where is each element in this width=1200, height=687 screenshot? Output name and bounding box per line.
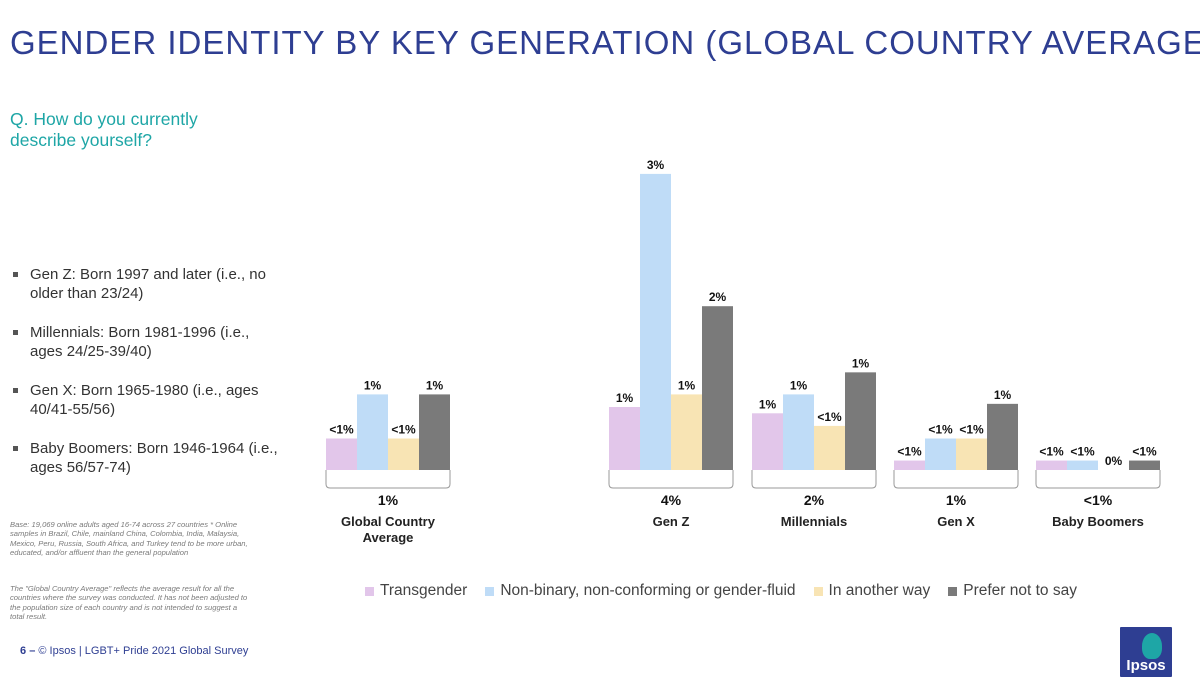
bar-baby-boomers-prefer-not-to-say: [1129, 460, 1160, 470]
category-label: Baby Boomers: [1052, 514, 1144, 529]
category-label: Millennials: [781, 514, 847, 529]
bar-value-label: 3%: [647, 158, 665, 172]
bar-value-label: 2%: [709, 290, 727, 304]
page-title: GENDER IDENTITY BY KEY GENERATION (GLOBA…: [10, 24, 1200, 61]
bar-value-label: <1%: [329, 423, 354, 437]
logo-shape-icon: [1142, 633, 1162, 659]
bar-gen-x-non-binary-non-conforming-or-gender-fluid: [925, 438, 956, 470]
bar-value-label: <1%: [391, 423, 416, 437]
legend-item-non-binary: Non-binary, non-conforming or gender-flu…: [485, 582, 796, 600]
bar-value-label: 1%: [790, 378, 808, 392]
generation-definition-gen-x: Gen X: Born 1965-1980 (i.e., ages 40/41-…: [12, 382, 282, 419]
bar-baby-boomers-transgender: [1036, 460, 1067, 470]
generation-definition-gen-z: Gen Z: Born 1997 and later (i.e., no old…: [12, 266, 282, 303]
bar-gen-x-transgender: [894, 460, 925, 470]
bar-value-label: 1%: [678, 378, 696, 392]
bar-gen-z-in-another-way: [671, 394, 702, 470]
category-label: Gen Z: [653, 514, 690, 529]
group-total-label: <1%: [1084, 492, 1113, 508]
bar-value-label: <1%: [928, 423, 953, 437]
generation-definition-text: Gen X: Born 1965-1980 (i.e., ages 40/41-…: [30, 382, 259, 418]
bar-value-label: 1%: [616, 391, 634, 405]
legend-swatch-prefer-not: [948, 586, 958, 596]
average-footnote: The "Global Country Average" reflects th…: [10, 584, 248, 621]
logo-text: Ipsos: [1126, 657, 1166, 674]
bar-global-country-average-in-another-way: [388, 438, 419, 470]
footer-text: © Ipsos | LGBT+ Pride 2021 Global Survey: [38, 645, 249, 657]
bar-millennials-transgender: [752, 413, 783, 470]
bullet-icon: [13, 330, 18, 335]
bar-gen-z-transgender: [609, 407, 640, 470]
footer-dash: –: [29, 645, 36, 657]
group-bracket: [608, 470, 734, 489]
legend-label-another-way: In another way: [828, 582, 931, 599]
generation-definition-text: Gen Z: Born 1997 and later (i.e., no old…: [30, 266, 266, 302]
generation-definition-millennials: Millennials: Born 1981-1996 (i.e., ages …: [12, 324, 282, 361]
bar-value-label: 1%: [994, 388, 1012, 402]
bar-gen-z-non-binary-non-conforming-or-gender-fluid: [640, 173, 671, 470]
bar-gen-z-prefer-not-to-say: [702, 306, 733, 470]
group-total-label: 4%: [661, 492, 682, 508]
base-footnote: Base: 19,069 online adults aged 16-74 ac…: [10, 520, 248, 557]
generation-definition-text: Baby Boomers: Born 1946-1964 (i.e., ages…: [30, 440, 278, 476]
ipsos-logo: Ipsos: [1120, 627, 1172, 677]
group-bracket: [1035, 470, 1161, 489]
bar-value-label: 1%: [364, 378, 382, 392]
bar-gen-x-prefer-not-to-say: [987, 403, 1018, 470]
legend-swatch-transgender: [365, 586, 374, 596]
bar-millennials-in-another-way: [814, 425, 845, 470]
bar-value-label: <1%: [1070, 445, 1095, 459]
bar-global-country-average-prefer-not-to-say: [419, 394, 450, 470]
category-label: Global Country: [341, 514, 436, 529]
footer: 6 – © Ipsos | LGBT+ Pride 2021 Global Su…: [20, 645, 248, 657]
legend-label-transgender: Transgender: [380, 582, 468, 599]
bullet-icon: [13, 446, 18, 451]
legend-item-another-way: In another way: [813, 582, 931, 600]
legend-label-prefer-not: Prefer not to say: [963, 582, 1077, 599]
bar-value-label: 1%: [852, 356, 870, 370]
bullet-icon: [13, 388, 18, 393]
group-total-label: 2%: [804, 492, 825, 508]
group-bracket: [893, 470, 1019, 489]
bar-value-label: 1%: [759, 397, 777, 411]
bar-millennials-prefer-not-to-say: [845, 372, 876, 470]
bar-global-country-average-non-binary-non-conforming-or-gender-fluid: [357, 394, 388, 470]
bar-value-label: 0%: [1105, 454, 1123, 468]
group-bracket: [325, 470, 451, 489]
bar-value-label: <1%: [1039, 445, 1064, 459]
legend-label-non-binary: Non-binary, non-conforming or gender-flu…: [500, 582, 796, 599]
legend-swatch-non-binary: [485, 586, 495, 596]
bullet-icon: [13, 272, 18, 277]
bar-gen-x-in-another-way: [956, 438, 987, 470]
generation-definition-baby-boomers: Baby Boomers: Born 1946-1964 (i.e., ages…: [12, 440, 282, 477]
bar-value-label: <1%: [817, 410, 842, 424]
page-number: 6: [20, 645, 27, 657]
bar-baby-boomers-non-binary-non-conforming-or-gender-fluid: [1067, 460, 1098, 470]
legend-item-prefer-not: Prefer not to say: [948, 582, 1077, 600]
bar-millennials-non-binary-non-conforming-or-gender-fluid: [783, 394, 814, 470]
bar-value-label: 1%: [426, 378, 444, 392]
bar-global-country-average-transgender: [326, 438, 357, 470]
category-label: Average: [363, 530, 414, 545]
legend-swatch-another-way: [813, 586, 823, 596]
bar-value-label: <1%: [959, 423, 984, 437]
bar-value-label: <1%: [1132, 445, 1157, 459]
survey-question: Q. How do you currently describe yoursel…: [10, 109, 198, 150]
generation-definition-text: Millennials: Born 1981-1996 (i.e., ages …: [30, 324, 250, 360]
legend-item-transgender: Transgender: [365, 582, 467, 600]
bar-value-label: <1%: [897, 445, 922, 459]
generation-definitions: Gen Z: Born 1997 and later (i.e., no old…: [12, 266, 282, 498]
group-total-label: 1%: [946, 492, 967, 508]
chart-legend: Transgender Non-binary, non-conforming o…: [365, 582, 1077, 600]
group-total-label: 1%: [378, 492, 399, 508]
category-label: Gen X: [937, 514, 975, 529]
group-bracket: [751, 470, 877, 489]
